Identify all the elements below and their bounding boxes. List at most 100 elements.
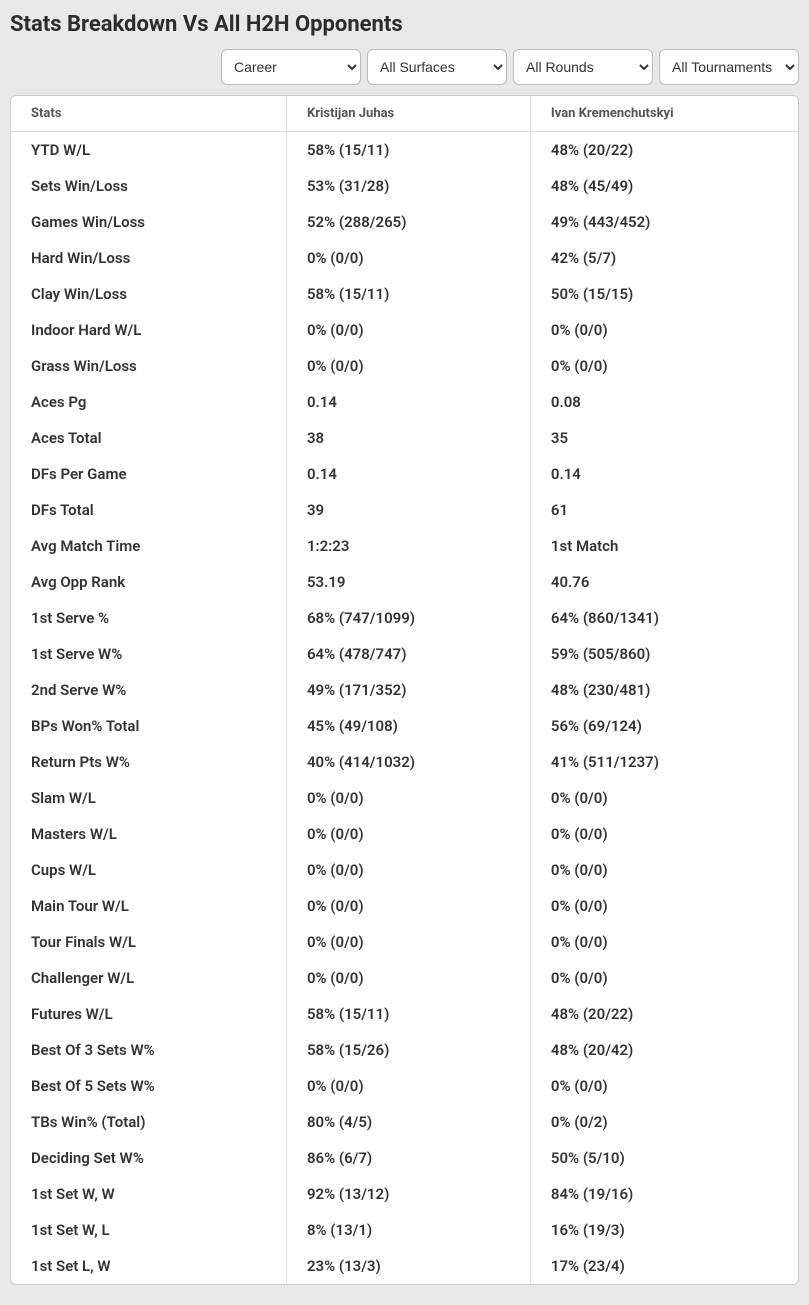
table-row: Grass Win/Loss0% (0/0)0% (0/0) — [11, 348, 798, 384]
stat-label-cell: Deciding Set W% — [11, 1140, 286, 1176]
rounds-select[interactable]: All Rounds — [513, 49, 653, 85]
col-header-stats: Stats — [11, 96, 286, 132]
stat-label-cell: Indoor Hard W/L — [11, 312, 286, 348]
stat-label-cell: YTD W/L — [11, 132, 286, 169]
stat-value-cell: 0.08 — [530, 384, 798, 420]
stat-value-cell: 0% (0/0) — [286, 312, 530, 348]
stat-label-cell: BPs Won% Total — [11, 708, 286, 744]
table-row: 1st Set W, L8% (13/1)16% (19/3) — [11, 1212, 798, 1248]
stat-label-cell: Tour Finals W/L — [11, 924, 286, 960]
stat-value-cell: 59% (505/860) — [530, 636, 798, 672]
table-row: Futures W/L58% (15/11)48% (20/22) — [11, 996, 798, 1032]
stat-value-cell: 49% (443/452) — [530, 204, 798, 240]
stat-value-cell: 39 — [286, 492, 530, 528]
stat-label-cell: 1st Serve W% — [11, 636, 286, 672]
stat-value-cell: 49% (171/352) — [286, 672, 530, 708]
stat-value-cell: 52% (288/265) — [286, 204, 530, 240]
table-row: 2nd Serve W%49% (171/352)48% (230/481) — [11, 672, 798, 708]
table-row: Masters W/L0% (0/0)0% (0/0) — [11, 816, 798, 852]
stat-label-cell: Masters W/L — [11, 816, 286, 852]
stat-value-cell: 0% (0/0) — [286, 852, 530, 888]
stats-table: Stats Kristijan Juhas Ivan Kremenchutsky… — [11, 96, 798, 1284]
table-row: Games Win/Loss52% (288/265)49% (443/452) — [11, 204, 798, 240]
stat-value-cell: 40% (414/1032) — [286, 744, 530, 780]
stat-label-cell: Main Tour W/L — [11, 888, 286, 924]
stat-value-cell: 58% (15/11) — [286, 996, 530, 1032]
stat-value-cell: 0% (0/0) — [286, 780, 530, 816]
surfaces-select[interactable]: All Surfaces — [367, 49, 507, 85]
stat-value-cell: 40.76 — [530, 564, 798, 600]
table-row: Clay Win/Loss58% (15/11)50% (15/15) — [11, 276, 798, 312]
stat-value-cell: 58% (15/26) — [286, 1032, 530, 1068]
stat-label-cell: Hard Win/Loss — [11, 240, 286, 276]
stat-label-cell: 2nd Serve W% — [11, 672, 286, 708]
stat-label-cell: Avg Match Time — [11, 528, 286, 564]
stat-label-cell: Return Pts W% — [11, 744, 286, 780]
stat-label-cell: Futures W/L — [11, 996, 286, 1032]
table-row: Slam W/L0% (0/0)0% (0/0) — [11, 780, 798, 816]
table-row: YTD W/L58% (15/11)48% (20/22) — [11, 132, 798, 169]
stat-value-cell: 0% (0/0) — [530, 348, 798, 384]
stat-value-cell: 8% (13/1) — [286, 1212, 530, 1248]
stat-value-cell: 53.19 — [286, 564, 530, 600]
stat-value-cell: 35 — [530, 420, 798, 456]
table-row: Main Tour W/L0% (0/0)0% (0/0) — [11, 888, 798, 924]
stat-label-cell: 1st Set L, W — [11, 1248, 286, 1284]
stat-label-cell: Aces Total — [11, 420, 286, 456]
stat-label-cell: 1st Set W, W — [11, 1176, 286, 1212]
stat-value-cell: 0% (0/0) — [530, 816, 798, 852]
stat-label-cell: DFs Per Game — [11, 456, 286, 492]
stat-value-cell: 42% (5/7) — [530, 240, 798, 276]
table-row: Indoor Hard W/L0% (0/0)0% (0/0) — [11, 312, 798, 348]
stat-value-cell: 0% (0/0) — [286, 816, 530, 852]
stat-label-cell: Clay Win/Loss — [11, 276, 286, 312]
stat-value-cell: 23% (13/3) — [286, 1248, 530, 1284]
table-row: Sets Win/Loss53% (31/28)48% (45/49) — [11, 168, 798, 204]
stat-value-cell: 0% (0/0) — [530, 852, 798, 888]
stat-value-cell: 38 — [286, 420, 530, 456]
stats-card: Stats Kristijan Juhas Ivan Kremenchutsky… — [10, 95, 799, 1285]
col-header-player2: Ivan Kremenchutskyi — [530, 96, 798, 132]
page-title: Stats Breakdown Vs All H2H Opponents — [0, 0, 809, 43]
stat-value-cell: 53% (31/28) — [286, 168, 530, 204]
table-row: Deciding Set W%86% (6/7)50% (5/10) — [11, 1140, 798, 1176]
tournaments-select[interactable]: All Tournaments — [659, 49, 799, 85]
table-row: Avg Opp Rank53.1940.76 — [11, 564, 798, 600]
table-row: 1st Serve W%64% (478/747)59% (505/860) — [11, 636, 798, 672]
stat-value-cell: 50% (5/10) — [530, 1140, 798, 1176]
stat-label-cell: 1st Serve % — [11, 600, 286, 636]
stat-value-cell: 0% (0/0) — [530, 888, 798, 924]
table-row: Avg Match Time1:2:231st Match — [11, 528, 798, 564]
stat-value-cell: 64% (478/747) — [286, 636, 530, 672]
stat-value-cell: 41% (511/1237) — [530, 744, 798, 780]
stat-value-cell: 0% (0/0) — [286, 960, 530, 996]
table-header-row: Stats Kristijan Juhas Ivan Kremenchutsky… — [11, 96, 798, 132]
stat-label-cell: Grass Win/Loss — [11, 348, 286, 384]
stat-label-cell: TBs Win% (Total) — [11, 1104, 286, 1140]
stat-value-cell: 0% (0/0) — [530, 960, 798, 996]
stat-label-cell: Challenger W/L — [11, 960, 286, 996]
stat-label-cell: Avg Opp Rank — [11, 564, 286, 600]
table-row: DFs Total3961 — [11, 492, 798, 528]
stat-value-cell: 68% (747/1099) — [286, 600, 530, 636]
stat-value-cell: 48% (20/42) — [530, 1032, 798, 1068]
stat-value-cell: 0% (0/2) — [530, 1104, 798, 1140]
table-row: TBs Win% (Total)80% (4/5)0% (0/2) — [11, 1104, 798, 1140]
stat-value-cell: 1:2:23 — [286, 528, 530, 564]
stat-value-cell: 0% (0/0) — [530, 312, 798, 348]
stat-value-cell: 58% (15/11) — [286, 132, 530, 169]
table-row: 1st Set W, W92% (13/12)84% (19/16) — [11, 1176, 798, 1212]
table-row: Tour Finals W/L0% (0/0)0% (0/0) — [11, 924, 798, 960]
career-select[interactable]: Career — [221, 49, 361, 85]
stat-value-cell: 0% (0/0) — [286, 888, 530, 924]
stat-value-cell: 1st Match — [530, 528, 798, 564]
stat-value-cell: 17% (23/4) — [530, 1248, 798, 1284]
stat-value-cell: 48% (45/49) — [530, 168, 798, 204]
stat-value-cell: 0% (0/0) — [286, 1068, 530, 1104]
table-row: BPs Won% Total45% (49/108)56% (69/124) — [11, 708, 798, 744]
stat-label-cell: 1st Set W, L — [11, 1212, 286, 1248]
table-row: Return Pts W%40% (414/1032)41% (511/1237… — [11, 744, 798, 780]
stat-value-cell: 61 — [530, 492, 798, 528]
stat-label-cell: Aces Pg — [11, 384, 286, 420]
table-row: 1st Set L, W23% (13/3)17% (23/4) — [11, 1248, 798, 1284]
